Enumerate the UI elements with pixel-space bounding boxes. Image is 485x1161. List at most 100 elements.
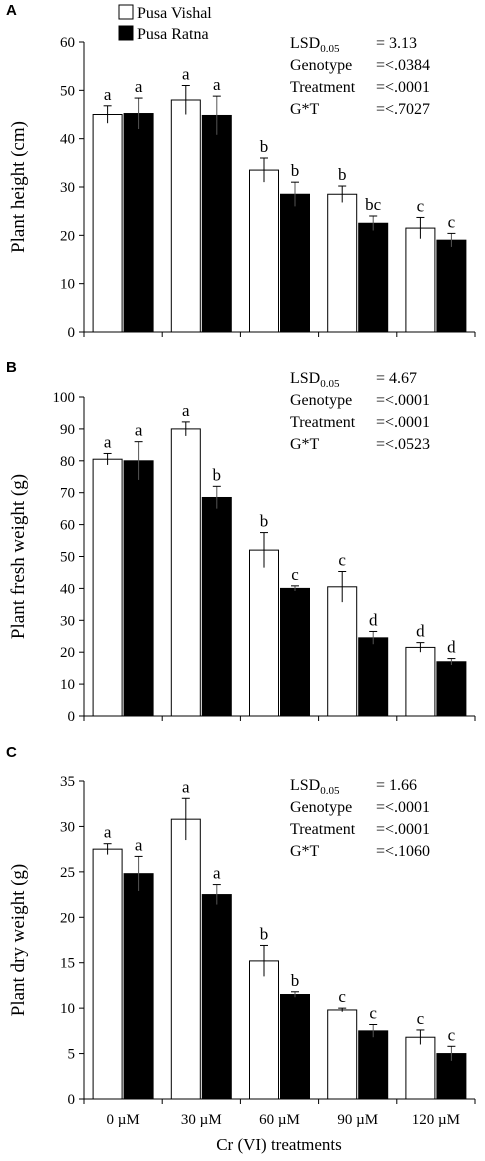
bar-pusa-vishal [249, 549, 279, 717]
significance-letter: a [104, 823, 112, 842]
bar-pusa-ratna [280, 587, 310, 717]
stat-label: Treatment [290, 79, 356, 96]
stat-value: =<.0001 [376, 414, 430, 431]
x-tick-label: 60 µM [259, 1112, 300, 1128]
stat-value: = 3.13 [376, 35, 417, 52]
stat-value: =<.0001 [376, 821, 430, 838]
y-tick-label: 60 [60, 35, 75, 51]
significance-letter: c [448, 212, 456, 231]
y-tick-label: 20 [60, 645, 75, 661]
y-tick-label: 30 [60, 819, 75, 835]
legend-swatch-pusa-ratna [118, 25, 134, 41]
stat-value: = 4.67 [376, 370, 417, 387]
bar-pusa-vishal [405, 1036, 436, 1100]
bar-pusa-ratna [123, 113, 154, 333]
y-tick-label: 20 [60, 228, 75, 244]
stat-value: =<.1060 [376, 843, 430, 860]
y-tick-label: 30 [60, 613, 75, 629]
y-tick-label: 0 [68, 709, 76, 725]
significance-letter: c [417, 1009, 425, 1028]
significance-letter: d [416, 622, 425, 641]
bar-pusa-vishal [92, 114, 123, 333]
x-tick-label: 120 µM [412, 1112, 460, 1128]
x-tick-label: 0 µM [106, 1112, 139, 1128]
stat-value: =<.0001 [376, 79, 430, 96]
stat-label: Genotype [290, 799, 352, 816]
stat-label: G*T [290, 101, 320, 118]
stat-value: = 1.66 [376, 777, 417, 794]
bar-pusa-ratna [123, 460, 154, 717]
significance-letter: a [135, 77, 143, 96]
significance-letter: b [291, 161, 300, 180]
legend: Pusa Vishal Pusa Ratna [118, 4, 212, 43]
significance-letter: a [104, 85, 112, 104]
bar-pusa-ratna [201, 114, 232, 333]
stats-block: LSD0.05 = 1.66 Genotype =<.0001 Treatment =<.… [290, 777, 430, 860]
y-tick-label: 90 [60, 422, 75, 438]
panel-letter: B [6, 359, 17, 376]
y-tick-label: 80 [60, 454, 75, 470]
stat-label: LSD0.05 [290, 777, 340, 797]
x-tick-label: 90 µM [337, 1112, 378, 1128]
bar-pusa-ratna [358, 637, 389, 717]
stat-label: LSD0.05 [290, 370, 340, 390]
panel-c: C 0 5 10 15 20 25 30 35 Plant dry weight (g) a a 0 µ… [6, 744, 476, 1128]
bar-pusa-ratna [358, 1030, 389, 1100]
x-axis-title: Cr (VI) treatments [216, 1135, 342, 1154]
bar-pusa-ratna [280, 193, 310, 333]
y-tick-label: 50 [60, 550, 75, 566]
y-tick-label: 0 [68, 1092, 76, 1108]
panel-letter: A [6, 2, 17, 19]
stat-label: LSD0.05 [290, 35, 340, 55]
significance-letter: d [447, 638, 456, 657]
bar-pusa-ratna [436, 661, 467, 717]
bar-pusa-vishal [170, 428, 201, 717]
y-tick-label: 10 [60, 1001, 75, 1017]
bar-pusa-ratna [436, 239, 467, 333]
bar-pusa-vishal [170, 99, 201, 333]
bar-pusa-ratna [201, 894, 232, 1100]
stat-label: Genotype [290, 57, 352, 74]
bar-pusa-ratna [280, 994, 310, 1100]
significance-letter: a [213, 75, 221, 94]
stat-value: =<.0384 [376, 57, 430, 74]
y-tick-label: 25 [60, 865, 75, 881]
y-tick-label: 70 [60, 486, 75, 502]
stat-label: Treatment [290, 821, 356, 838]
bar-pusa-vishal [405, 646, 436, 717]
y-tick-label: 100 [53, 390, 76, 406]
significance-letter: b [260, 924, 269, 943]
y-tick-label: 40 [60, 132, 75, 148]
significance-letter: b [291, 971, 300, 990]
significance-letter: b [213, 465, 222, 484]
significance-letter: c [338, 987, 346, 1006]
significance-letter: a [135, 421, 143, 440]
bar-pusa-vishal [327, 1009, 358, 1100]
panel-letter: C [6, 744, 17, 761]
stat-label: Genotype [290, 392, 352, 409]
y-tick-label: 10 [60, 277, 75, 293]
bar-pusa-ratna [358, 222, 389, 333]
y-tick-label: 5 [68, 1047, 76, 1063]
y-tick-label: 50 [60, 83, 75, 99]
bar-pusa-vishal [249, 960, 279, 1100]
significance-letter: c [448, 1025, 456, 1044]
stat-value: =<.7027 [376, 101, 430, 118]
stat-value: =<.0001 [376, 799, 430, 816]
significance-letter: a [213, 864, 221, 883]
significance-letter: a [104, 432, 112, 451]
y-tick-label: 35 [60, 774, 75, 790]
bar-pusa-ratna [123, 873, 154, 1100]
legend-swatch-pusa-vishal [118, 4, 134, 20]
legend-label-pusa-vishal: Pusa Vishal [137, 5, 212, 22]
y-tick-label: 15 [60, 956, 75, 972]
stat-value: =<.0523 [376, 436, 430, 453]
stat-value: =<.0001 [376, 392, 430, 409]
significance-letter: a [182, 65, 190, 84]
y-tick-label: 0 [68, 325, 76, 341]
legend-label-pusa-ratna: Pusa Ratna [137, 26, 209, 43]
significance-letter: c [338, 550, 346, 569]
significance-letter: d [369, 610, 378, 629]
y-axis-title: Plant fresh weight (g) [8, 474, 29, 639]
